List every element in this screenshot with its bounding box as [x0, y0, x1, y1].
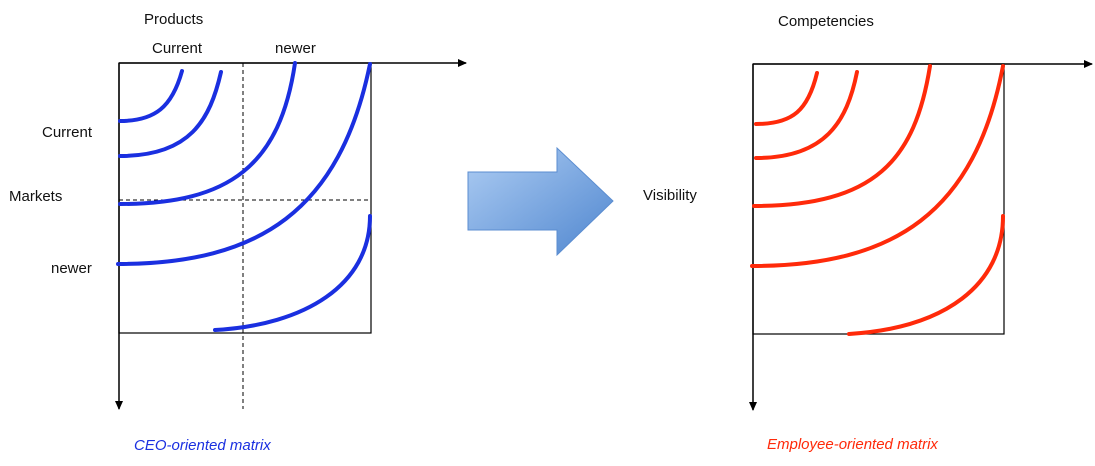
- left-column-newer-label: newer: [275, 40, 316, 57]
- left-row-newer-label: newer: [51, 260, 92, 277]
- left-curve-5: [213, 214, 372, 332]
- right-axis-left-title: Visibility: [643, 187, 697, 204]
- left-matrix-box: [118, 62, 372, 334]
- left-column-current-label: Current: [152, 40, 203, 57]
- right-matrix: [749, 60, 1093, 411]
- right-axis-top-title: Competencies: [778, 13, 874, 30]
- right-curve-2: [754, 70, 859, 160]
- right-curve-4: [750, 64, 1005, 268]
- left-curve-1: [118, 69, 184, 123]
- right-curve-5: [847, 214, 1005, 336]
- left-caption: CEO-oriented matrix: [134, 437, 271, 454]
- left-curve-3: [118, 61, 297, 206]
- right-arrow-icon: [467, 146, 614, 257]
- left-row-current-label: Current: [42, 124, 93, 141]
- right-curve-1: [754, 71, 819, 126]
- left-axis-left-title: Markets: [9, 188, 63, 205]
- left-curve-2: [118, 70, 223, 158]
- left-matrix: [115, 59, 467, 410]
- left-axis-top-title: Products: [144, 11, 204, 28]
- right-matrix-box: [752, 63, 1005, 335]
- right-caption: Employee-oriented matrix: [767, 436, 938, 453]
- right-curve-3: [752, 64, 932, 208]
- left-curve-4: [116, 62, 372, 266]
